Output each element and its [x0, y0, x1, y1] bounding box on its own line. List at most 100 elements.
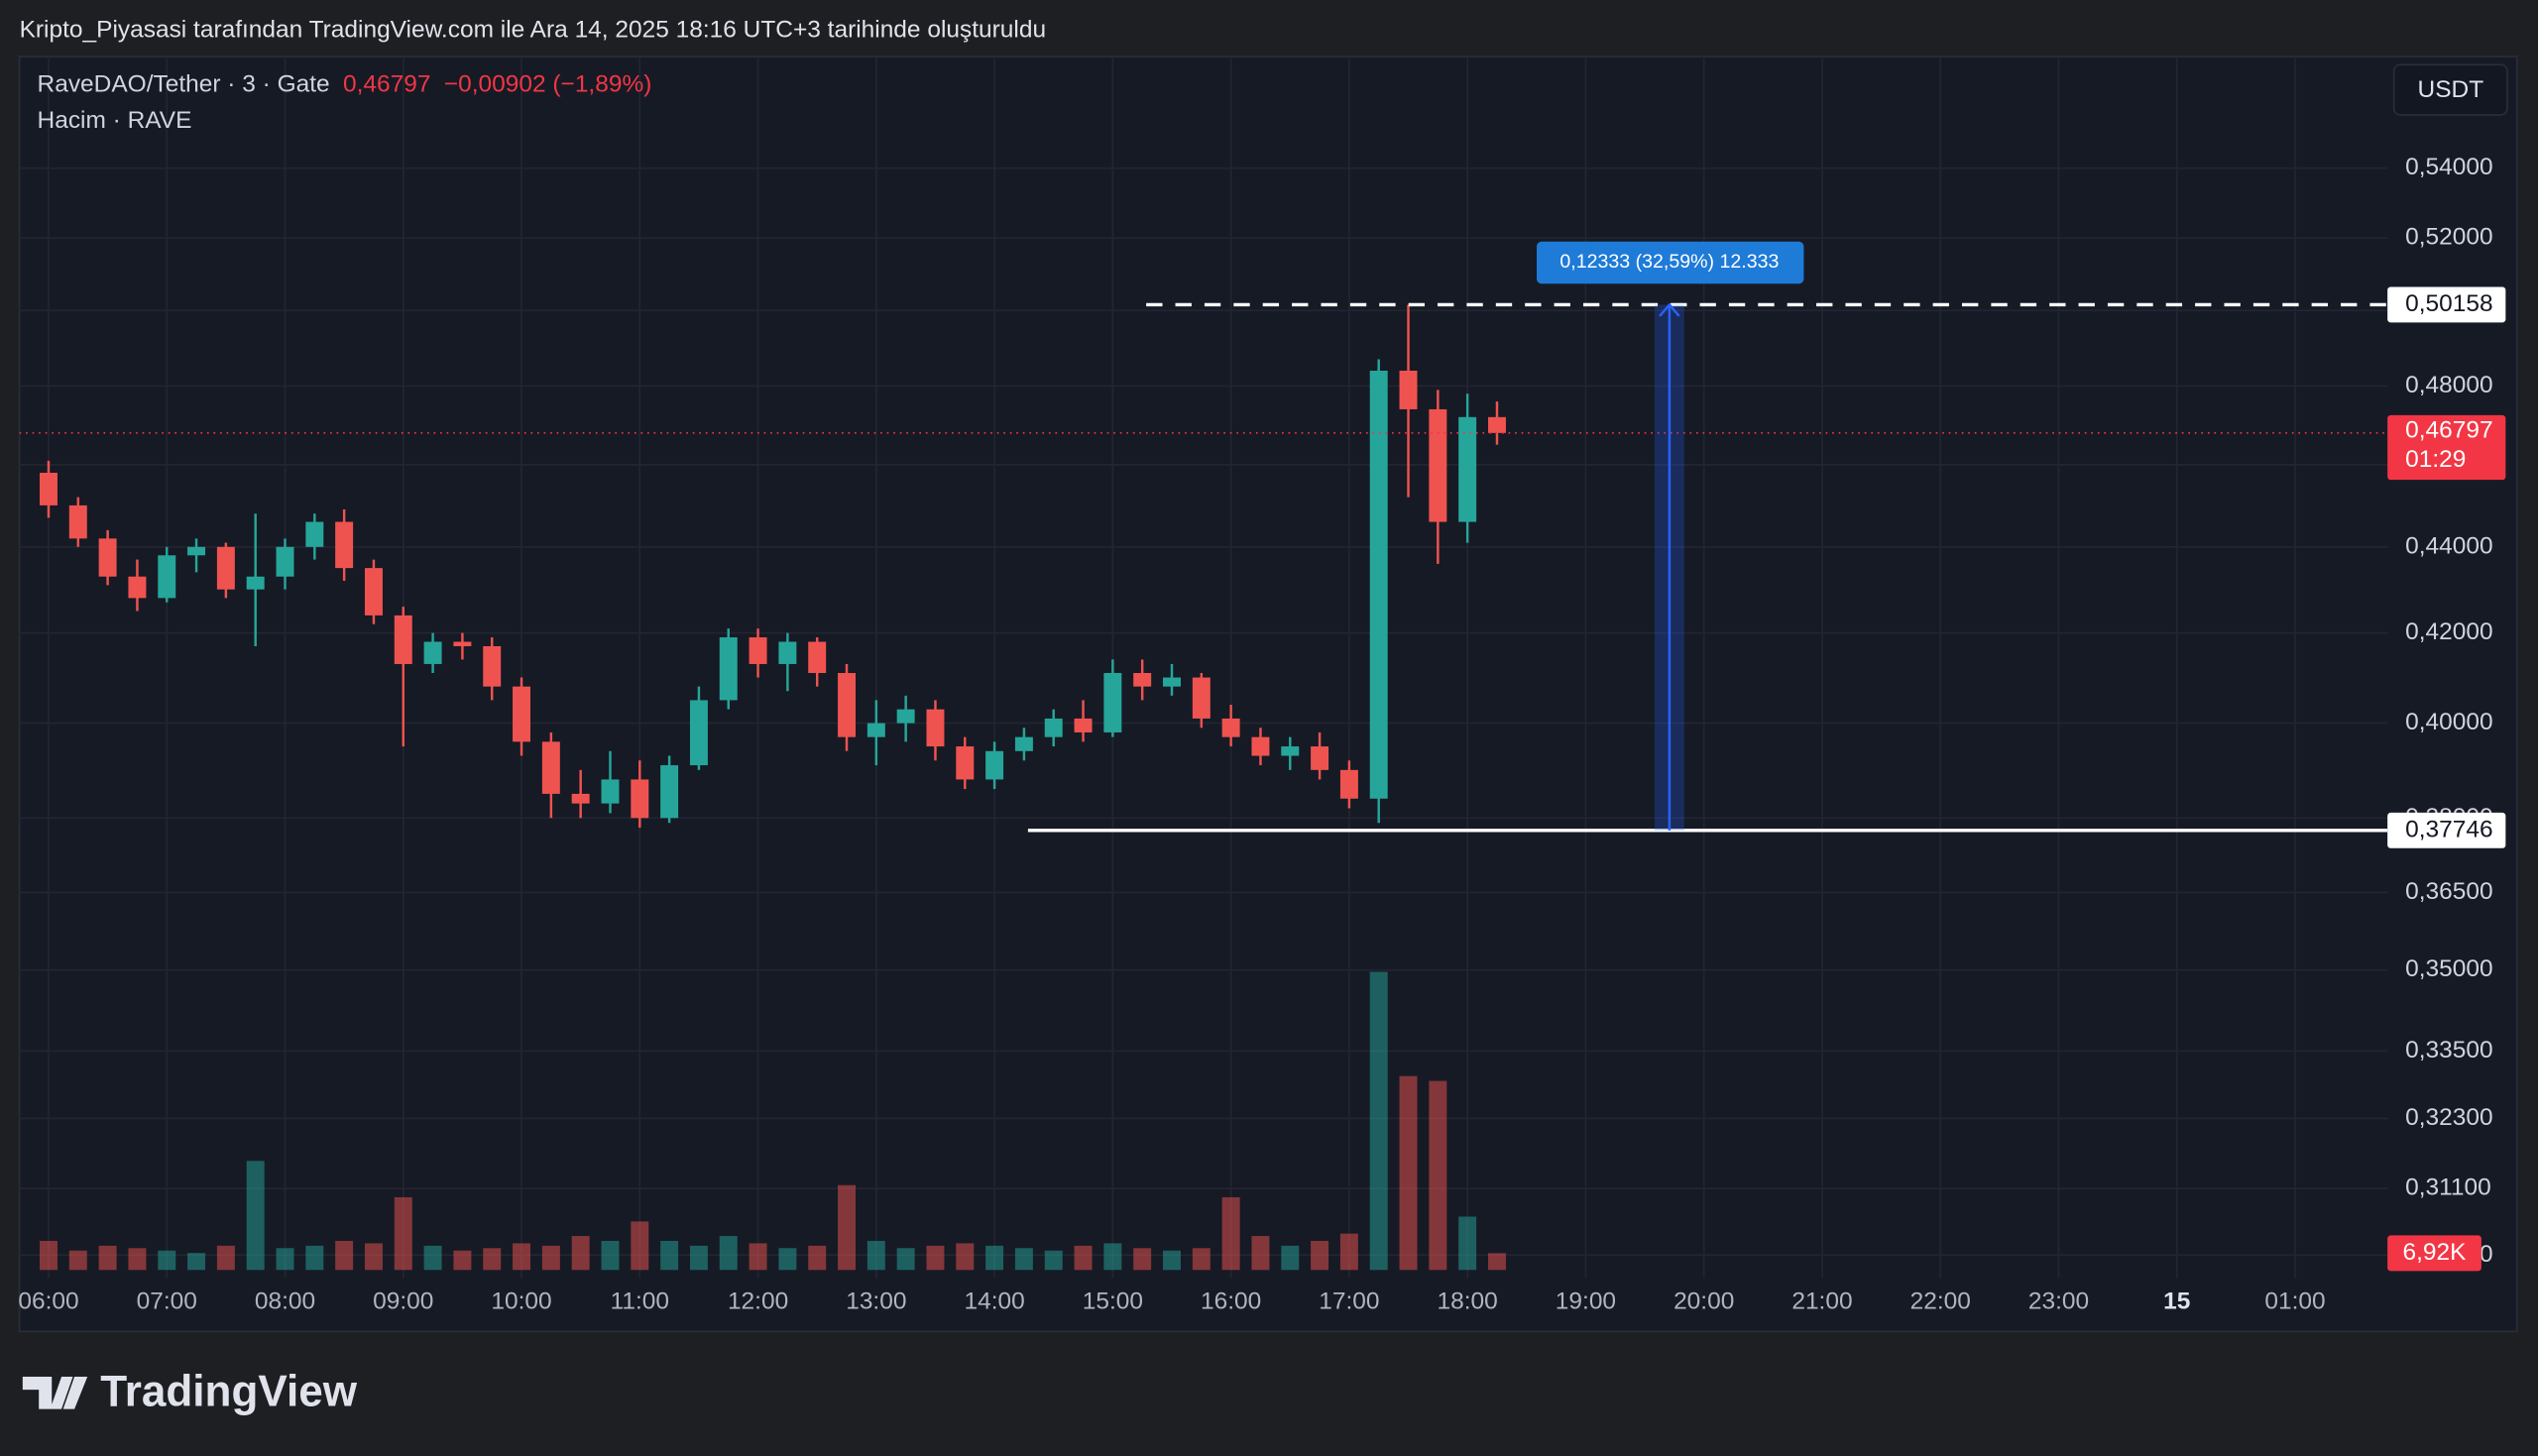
x-tick-label: 18:00	[1438, 1288, 1498, 1314]
y-tick-label: 0,52000	[2405, 224, 2492, 251]
currency[interactable]: USDT	[2418, 76, 2484, 103]
candle-body	[1281, 746, 1300, 756]
volume-bar	[1488, 1253, 1506, 1271]
measure-label: 0,12333 (32,59%) 12.333	[1559, 251, 1779, 273]
volume-bar	[1339, 1233, 1358, 1271]
candle-body	[1133, 673, 1152, 687]
volume-bar	[719, 1236, 738, 1271]
volume-bar	[158, 1250, 176, 1271]
candle-body	[1369, 370, 1388, 799]
y-tick-label: 0,35000	[2405, 955, 2492, 982]
candle-body	[926, 709, 945, 747]
volume-bar	[601, 1240, 620, 1271]
x-tick-label: 17:00	[1319, 1288, 1379, 1314]
y-tick-label: 0,31100	[2405, 1175, 2491, 1201]
x-tick-label: 21:00	[1791, 1288, 1852, 1314]
change: −0,00902 (−1,89%)	[444, 71, 652, 98]
volume-bar	[896, 1248, 915, 1271]
volume-bar	[1281, 1245, 1300, 1271]
level-badge	[2387, 812, 2506, 848]
candle-body	[423, 641, 442, 664]
volume-bar	[216, 1245, 235, 1271]
candle-body	[838, 673, 857, 737]
candle-body	[453, 641, 472, 646]
badges: 0,50158 0,37746 0,12333 (32,59%) 12.333 0,4…	[1537, 241, 2506, 1272]
last-price: 0,46797	[343, 71, 430, 98]
y-tick-label: 0,48000	[2405, 372, 2492, 398]
volume-bar	[483, 1248, 502, 1271]
header: Kripto_Piyasasi tarafından TradingView.c…	[20, 16, 1046, 43]
y-tick-label: 0,44000	[2405, 532, 2492, 559]
candle-body	[896, 709, 915, 724]
x-tick-label: 06:00	[18, 1288, 78, 1314]
candle-body	[571, 793, 590, 804]
candle-body	[276, 546, 294, 577]
volume-bar	[985, 1245, 1004, 1271]
candle-body	[1044, 718, 1063, 737]
x-tick-label: 01:00	[2264, 1288, 2325, 1314]
candle-body	[541, 741, 560, 794]
x-tick-label: 10:00	[491, 1288, 551, 1314]
x-tick-label: 11:00	[611, 1288, 669, 1314]
x-tick-label: 15:00	[1083, 1288, 1143, 1314]
volume-bar	[453, 1250, 472, 1271]
volume-bar	[541, 1245, 560, 1271]
candle-body	[956, 746, 975, 780]
price-label: 0,46797	[2405, 417, 2492, 444]
volume-bar	[1221, 1196, 1240, 1271]
candle-body	[1103, 673, 1122, 732]
volume-bar	[1192, 1248, 1211, 1271]
candle-body	[68, 504, 87, 539]
candle-body	[808, 641, 827, 674]
volume-bar	[1044, 1250, 1063, 1271]
legend: RaveDAO/Tether · 3 · Gate 0,46797 −0,009…	[38, 71, 652, 98]
logo-text: TradingView	[100, 1368, 357, 1416]
candle-body	[778, 641, 797, 664]
volume-bar	[660, 1240, 679, 1271]
volume-bar	[305, 1245, 324, 1271]
candle-body	[1429, 408, 1447, 522]
countdown: 01:29	[2405, 446, 2466, 473]
candle-body	[866, 723, 885, 737]
volume-bar	[956, 1243, 975, 1271]
x-tick-label: 12:00	[728, 1288, 788, 1314]
volume-bar	[926, 1245, 945, 1271]
candle-body	[187, 546, 206, 556]
candle-body	[305, 521, 324, 547]
volume-bar	[749, 1243, 767, 1271]
volume-bar	[40, 1240, 58, 1271]
candle-body	[601, 779, 620, 804]
volume-bar	[1311, 1240, 1329, 1271]
x-tick-label: 13:00	[846, 1288, 906, 1314]
candle-body	[1339, 769, 1358, 799]
x-tick-label: 23:00	[2028, 1288, 2089, 1314]
measure-arrowhead	[1659, 302, 1680, 317]
level-label: 0,37746	[2405, 816, 2492, 842]
volume-bar	[513, 1243, 531, 1271]
measure-label-box	[1537, 241, 1804, 284]
volume-title: Hacim · RAVE	[38, 107, 192, 134]
volume-bar	[1103, 1243, 1122, 1271]
volume-bar	[98, 1245, 117, 1271]
volume-bar	[838, 1184, 857, 1271]
x-tick-label: 20:00	[1673, 1288, 1734, 1314]
candle-body	[660, 765, 679, 819]
candle-body	[689, 700, 708, 766]
price-badge	[2387, 414, 2506, 481]
volume-bar	[866, 1240, 885, 1271]
x-tick-label: 14:00	[964, 1288, 1024, 1314]
candle-body	[335, 521, 354, 569]
candle-body	[1163, 677, 1181, 687]
volume-bar	[423, 1245, 442, 1271]
x-tick-label: 22:00	[1910, 1288, 1971, 1314]
currency-button[interactable]	[2392, 63, 2508, 116]
volume-bar	[1074, 1245, 1093, 1271]
x-tick-label: 15	[2163, 1288, 2190, 1314]
volume-bar	[689, 1245, 708, 1271]
logo-icon	[22, 1377, 88, 1409]
volume-bar	[1014, 1248, 1033, 1271]
candle-body	[128, 576, 147, 599]
candle-body	[1399, 370, 1418, 409]
volume-badge	[2387, 1235, 2481, 1272]
